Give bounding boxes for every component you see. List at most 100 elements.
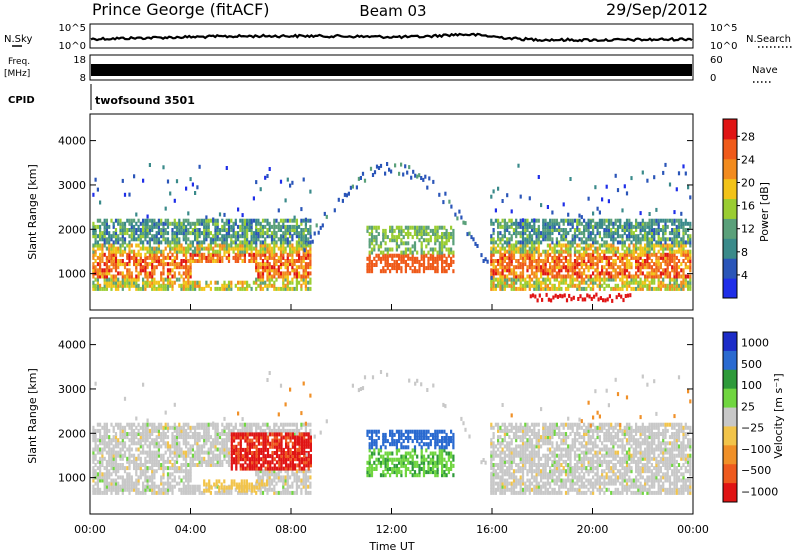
heat-cell (632, 231, 635, 236)
heat-cell (243, 234, 246, 239)
heat-cell (286, 224, 289, 229)
heat-cell (508, 466, 511, 471)
heat-cell (655, 252, 658, 257)
heat-cell (517, 221, 520, 226)
heat-cell (598, 243, 601, 248)
heat-cell (587, 252, 590, 257)
heat-cell (239, 228, 242, 232)
heat-cell (517, 274, 520, 279)
heat-cell (653, 175, 656, 180)
heat-cell (117, 259, 120, 263)
heat-cell (393, 253, 396, 258)
heat-cell (209, 243, 212, 248)
heat-cell (555, 249, 558, 254)
heat-cell (142, 283, 145, 288)
heat-cell (598, 224, 601, 229)
heat-cell (400, 269, 403, 274)
heat-cell (119, 422, 122, 427)
heat-cell (510, 453, 513, 458)
heat-cell (117, 441, 120, 446)
heat-cell (628, 280, 631, 285)
heat-cell (295, 422, 298, 427)
heat-cell (490, 237, 493, 242)
heat-cell (99, 459, 102, 464)
heat-cell (110, 274, 113, 279)
heat-cell (497, 218, 500, 223)
heat-cell (216, 228, 219, 232)
heat-cell (512, 249, 516, 254)
heat-cell (239, 286, 242, 291)
heat-cell (114, 487, 118, 492)
heat-cell (490, 438, 493, 443)
heat-cell (395, 238, 398, 243)
heat-cell (284, 224, 287, 229)
heat-cell (612, 224, 615, 229)
heat-cell (142, 450, 145, 455)
heat-cell (279, 265, 283, 270)
heat-cell (309, 240, 312, 245)
heat-cell (524, 277, 527, 282)
heat-cell (178, 283, 181, 288)
heat-cell (148, 237, 151, 242)
heat-cell (171, 252, 174, 257)
heat-cell (653, 237, 656, 242)
heat-cell (112, 453, 115, 458)
heat-cell (264, 224, 267, 229)
heat-cell (619, 240, 622, 245)
heat-cell (307, 475, 310, 480)
heat-cell (490, 255, 493, 260)
heat-cell (209, 456, 212, 461)
heat-cell (164, 221, 167, 226)
heat-cell (662, 243, 665, 248)
power-colorbar-step (723, 278, 737, 299)
heat-cell (578, 249, 581, 254)
heat-cell (142, 444, 145, 449)
heat-cell (671, 268, 674, 273)
heat-cell (178, 422, 181, 427)
heat-cell (450, 256, 453, 261)
heat-cell (142, 218, 145, 223)
heat-cell (153, 438, 156, 443)
heat-cell (112, 447, 115, 452)
heat-cell (185, 274, 188, 279)
heat-cell (117, 490, 120, 495)
heat-cell (189, 280, 192, 285)
heat-cell (162, 271, 165, 276)
heat-cell (142, 428, 145, 433)
heat-cell (389, 253, 392, 258)
heat-cell (470, 235, 473, 240)
heat-cell (198, 283, 201, 288)
heat-cell (216, 490, 219, 495)
heat-cell (110, 259, 113, 263)
heat-cell (99, 435, 102, 440)
heat-cell (635, 249, 638, 254)
heat-cell (282, 428, 285, 433)
heat-cell (128, 240, 131, 245)
heat-cell (105, 286, 108, 291)
heat-cell (135, 212, 138, 217)
heat-cell (218, 243, 222, 248)
heat-cell (567, 265, 570, 270)
heat-cell (114, 490, 118, 495)
heat-cell (628, 218, 631, 223)
heat-cell (139, 246, 142, 251)
heat-cell (216, 463, 219, 467)
heat-cell (524, 243, 527, 248)
heat-cell (92, 224, 95, 229)
heat-cell (293, 432, 296, 436)
heat-cell (114, 456, 118, 461)
heat-cell (432, 259, 435, 264)
heat-cell (499, 252, 502, 257)
heat-cell (182, 456, 185, 461)
heat-cell (128, 484, 131, 489)
heat-cell (526, 280, 529, 285)
heat-cell (499, 490, 502, 495)
heat-cell (585, 265, 588, 270)
heat-cell (583, 246, 586, 251)
heat-cell (558, 224, 561, 229)
heat-cell (289, 271, 292, 276)
heat-cell (544, 277, 547, 282)
heat-cell (121, 490, 124, 495)
heat-cell (103, 274, 106, 279)
heat-cell (175, 224, 179, 229)
